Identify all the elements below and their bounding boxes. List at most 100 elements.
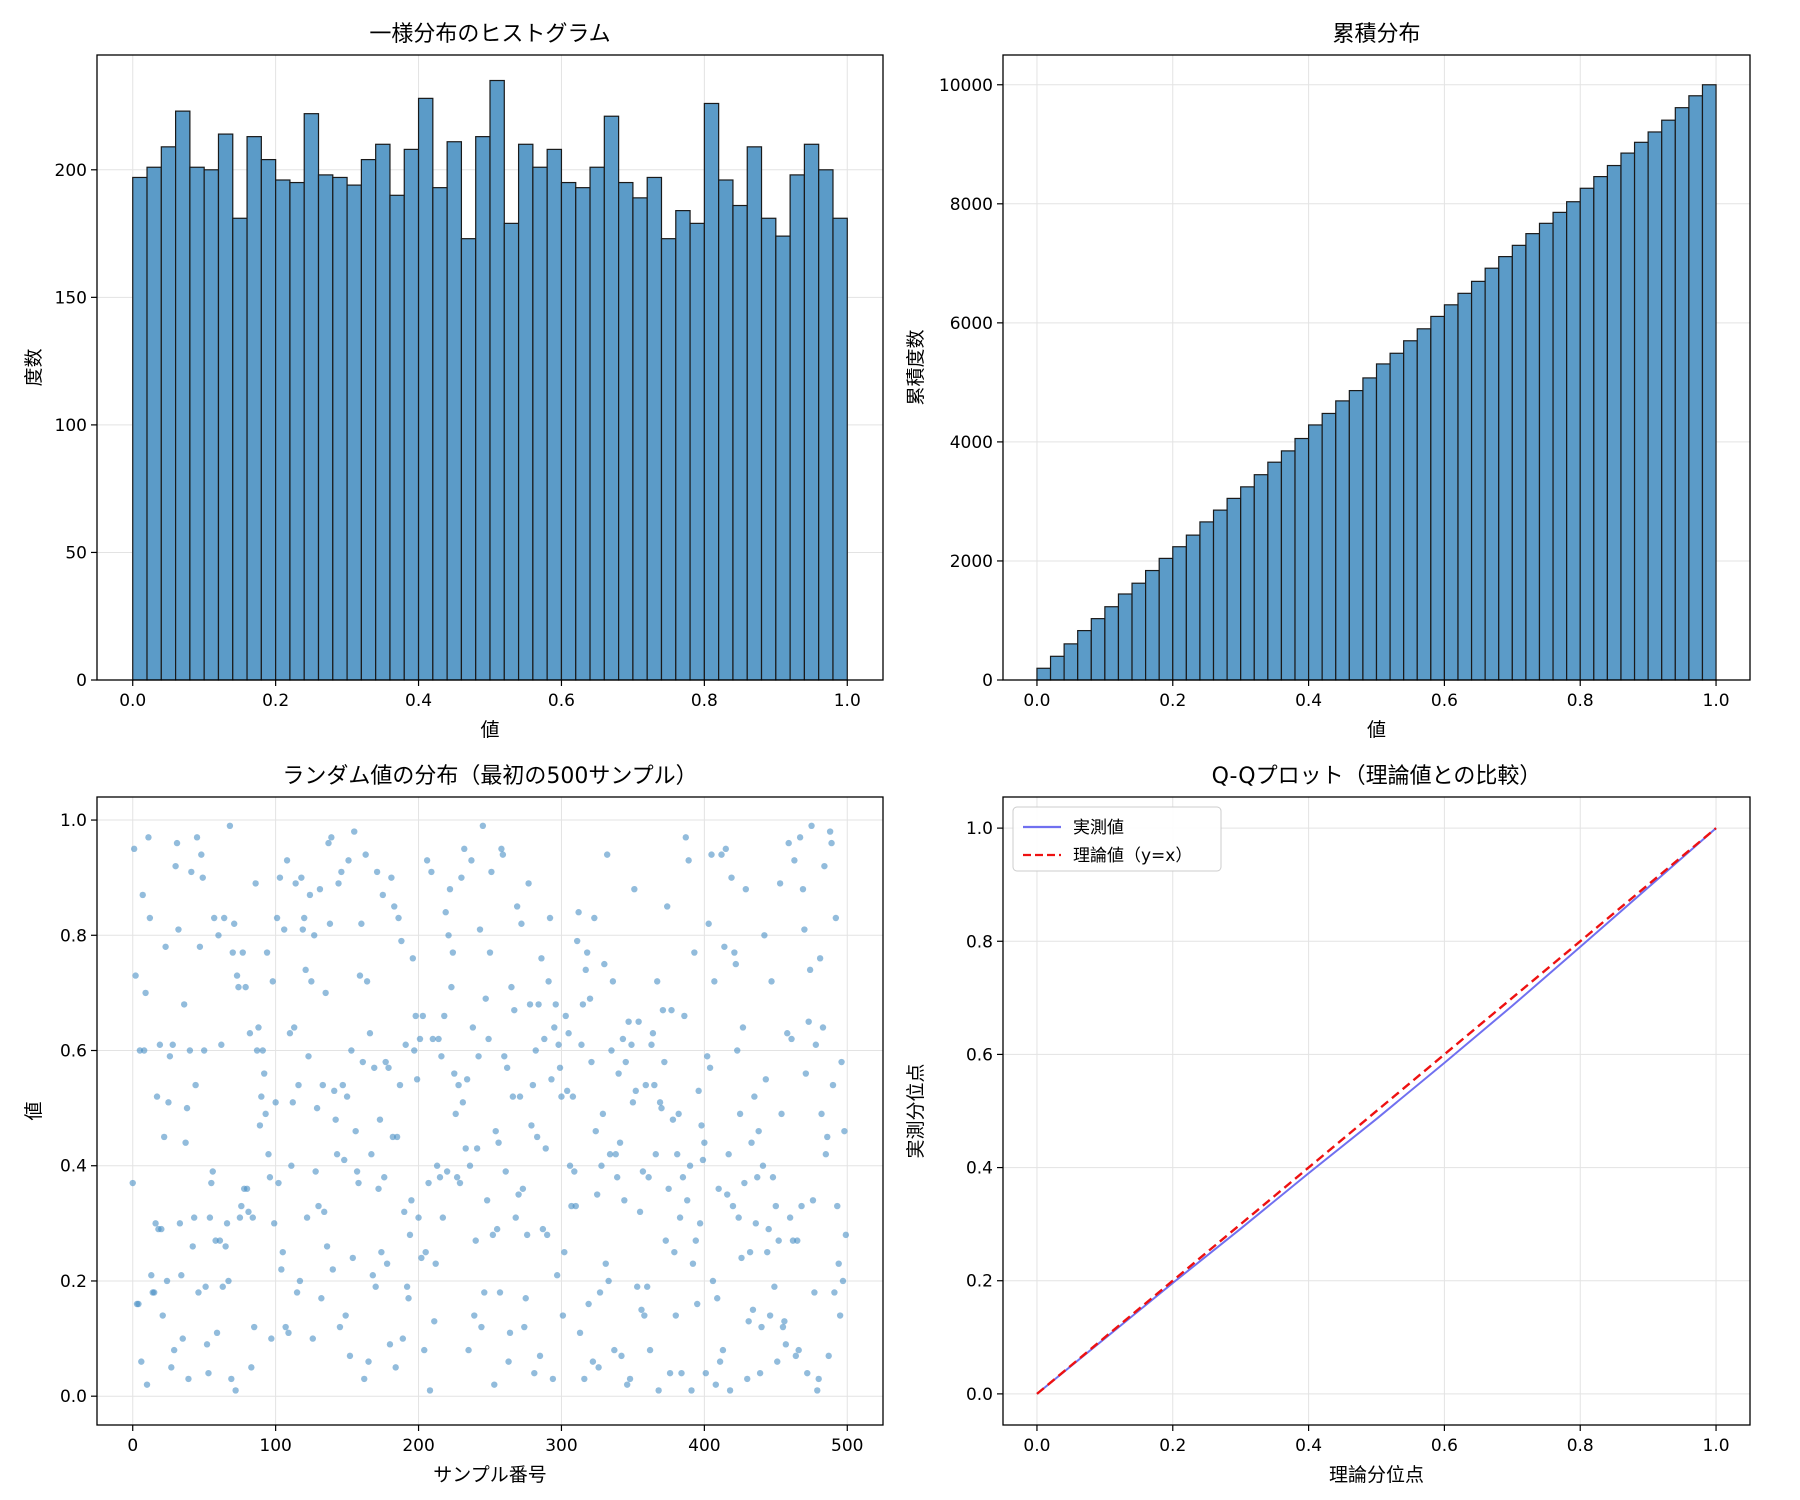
histogram-bar xyxy=(1661,119,1676,681)
scatter-point xyxy=(413,1076,421,1083)
axes: 0.0 0.2 0.4 0.6 0.8 1.0 0 50 100 150 200 一様分布のヒストグラ… xyxy=(23,22,884,741)
histogram-bar xyxy=(303,113,320,681)
scatter-point xyxy=(565,1030,572,1037)
scatter-point xyxy=(345,857,352,864)
histogram-bar xyxy=(1525,233,1541,681)
scatter-point xyxy=(775,1237,782,1244)
scatter-point xyxy=(281,926,288,933)
scatter-point xyxy=(429,1035,437,1043)
scatter-point xyxy=(649,1030,657,1037)
scatter-point xyxy=(491,1381,498,1388)
scatter-point xyxy=(745,1318,752,1325)
scatter-point xyxy=(409,955,417,962)
scatter-point xyxy=(812,1041,820,1048)
plot-area xyxy=(1036,827,1717,1395)
histogram-bar xyxy=(589,166,605,681)
scatter-point xyxy=(331,1087,338,1095)
scatter-point xyxy=(616,1139,624,1146)
scatter-point xyxy=(562,1012,569,1020)
scatter-point xyxy=(372,1283,379,1290)
scatter-point xyxy=(735,1214,742,1221)
scatter-point xyxy=(326,920,334,927)
scatter-point xyxy=(486,949,494,956)
scatter-point xyxy=(363,978,371,985)
histogram-bar xyxy=(360,158,377,681)
scatter-point xyxy=(463,1076,471,1083)
scatter-point xyxy=(828,839,835,847)
histogram-bar xyxy=(832,217,848,681)
scatter-point xyxy=(689,1260,697,1267)
x-tick-label: 0 xyxy=(127,1436,138,1456)
scatter-point xyxy=(316,885,324,893)
scatter-point xyxy=(559,1312,567,1319)
scatter-point xyxy=(482,995,489,1002)
histogram-bar xyxy=(517,143,534,681)
scatter-point xyxy=(816,955,824,962)
scatter-point xyxy=(782,1341,790,1348)
histogram-bar xyxy=(1077,629,1092,681)
scatter-point xyxy=(582,966,589,974)
scatter-point xyxy=(625,1018,632,1025)
scatter-point xyxy=(588,1058,595,1066)
scatter-point xyxy=(222,1243,229,1250)
scatter-point xyxy=(686,1162,694,1169)
histogram-bar xyxy=(1470,280,1486,681)
scatter-point xyxy=(478,1323,485,1331)
scatter-point xyxy=(398,937,405,945)
scatter-point xyxy=(666,1369,674,1377)
scatter-point xyxy=(343,1093,351,1100)
histogram-bar xyxy=(532,166,548,681)
scatter-point xyxy=(596,1289,604,1296)
scatter-point xyxy=(192,1081,199,1089)
scatter-point xyxy=(642,1081,649,1089)
scatter-point xyxy=(679,1174,687,1181)
histogram-bar xyxy=(217,133,234,681)
scatter-point xyxy=(422,1248,429,1256)
y-tick-label: 0.2 xyxy=(60,1272,87,1292)
scatter-point xyxy=(386,1341,394,1348)
scatter-point xyxy=(805,1018,812,1025)
scatter-point xyxy=(425,1179,432,1187)
scatter-point xyxy=(196,943,204,950)
scatter-point xyxy=(358,920,365,927)
scatter-point xyxy=(608,1047,615,1054)
x-axis-label: 値 xyxy=(1367,719,1386,741)
scatter-point xyxy=(655,1387,662,1394)
scatter-point xyxy=(442,909,449,916)
scatter-point xyxy=(421,1346,428,1354)
histogram-bar xyxy=(1430,315,1446,681)
scatter-point xyxy=(579,1001,587,1008)
scatter-point xyxy=(573,937,581,945)
x-tick-label: 0.4 xyxy=(1295,1436,1322,1456)
scatter-point xyxy=(605,1277,612,1285)
y-tick-label: 50 xyxy=(65,543,87,563)
histogram-bar xyxy=(1511,244,1527,681)
scatter-point xyxy=(393,1133,401,1141)
scatter-point xyxy=(169,1041,176,1048)
legend-label: 実測値 xyxy=(1073,818,1124,838)
histogram-bar xyxy=(1063,643,1079,681)
scatter-point xyxy=(796,834,804,841)
scatter-point xyxy=(348,1047,355,1054)
histogram-bar xyxy=(1131,582,1147,681)
scatter-point xyxy=(531,1369,538,1377)
scatter-point xyxy=(529,1081,537,1089)
scatter-point xyxy=(339,1081,347,1089)
histogram-bar xyxy=(417,97,434,681)
scatter-point xyxy=(556,1064,564,1071)
scatter-point xyxy=(132,972,139,979)
scatter-point xyxy=(646,1346,654,1354)
scatter-point xyxy=(462,1145,469,1152)
scatter-point xyxy=(282,1323,289,1331)
scatter-point xyxy=(391,903,398,910)
scatter-point xyxy=(485,1035,492,1043)
histogram-bar xyxy=(1674,107,1690,681)
scatter-point xyxy=(545,978,552,985)
histogram-bar xyxy=(1185,534,1201,681)
scatter-point xyxy=(801,926,808,933)
histogram-bar xyxy=(1403,340,1418,681)
scatter-point xyxy=(631,885,638,893)
scatter-point xyxy=(208,1179,215,1187)
scatter-point xyxy=(198,851,205,858)
